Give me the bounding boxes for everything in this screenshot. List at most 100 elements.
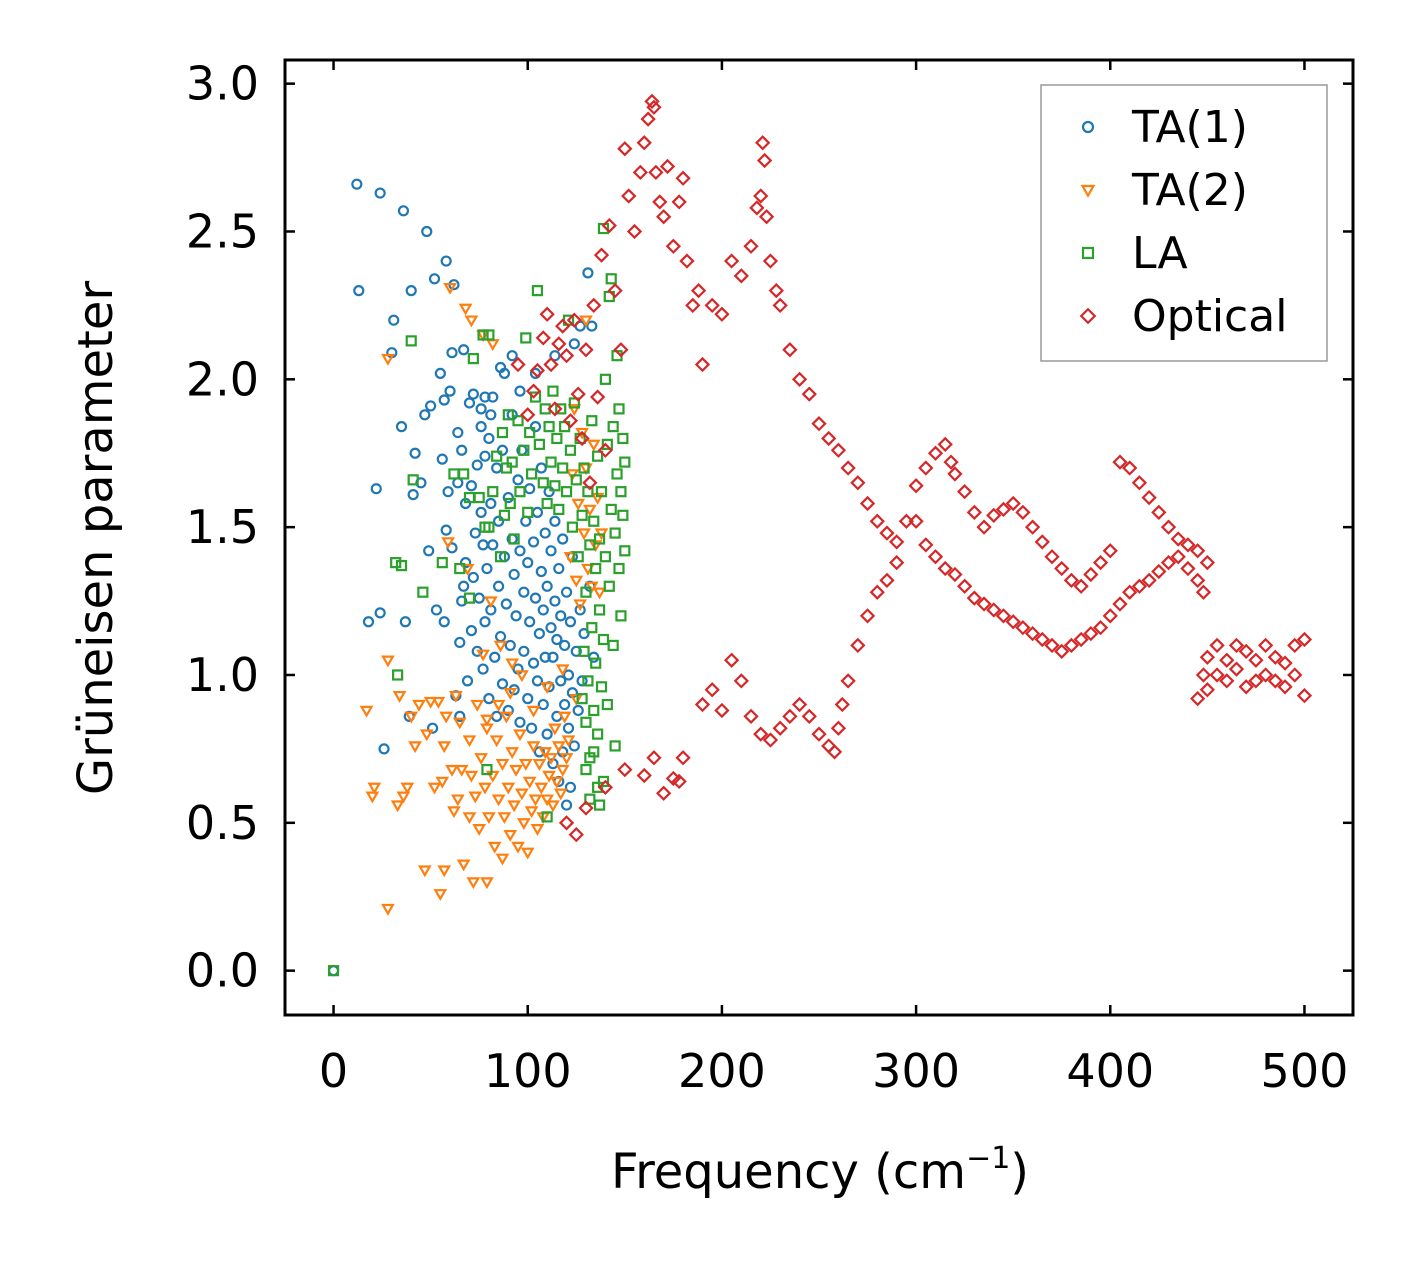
x-tick-label: 400 (1066, 1044, 1154, 1098)
data-point (749, 200, 765, 216)
data-point (762, 253, 779, 269)
data-point (537, 698, 549, 711)
data-point (553, 562, 565, 575)
data-point (407, 474, 419, 486)
data-point (801, 386, 817, 402)
data-point (559, 753, 574, 765)
data-point (464, 315, 479, 328)
data-point (1034, 534, 1050, 550)
x-tick-label: 0 (319, 1044, 348, 1098)
data-point (543, 486, 555, 498)
data-point (537, 477, 549, 489)
data-point (599, 551, 612, 563)
data-point (1238, 643, 1254, 659)
data-point (535, 565, 547, 578)
data-point (1151, 563, 1167, 580)
series-la (327, 222, 631, 977)
data-point (443, 282, 457, 295)
data-point (437, 865, 452, 878)
data-point (541, 728, 553, 740)
data-point (586, 622, 598, 634)
data-point (526, 741, 541, 754)
data-point (830, 720, 847, 736)
data-point (526, 705, 541, 718)
data-point (1141, 489, 1157, 506)
legend-label: TA(2) (1131, 165, 1248, 216)
data-point (644, 93, 660, 110)
data-point (1257, 637, 1274, 654)
data-point (539, 306, 555, 322)
data-point (588, 704, 600, 717)
data-point (573, 599, 588, 612)
data-point (359, 705, 374, 718)
data-point (756, 152, 773, 169)
data-point (483, 693, 495, 705)
data-point (475, 403, 487, 415)
data-point (477, 663, 489, 675)
data-point (544, 753, 558, 765)
data-point (529, 362, 546, 379)
data-point (753, 188, 769, 204)
data-point (564, 616, 577, 628)
data-point (487, 539, 499, 551)
data-point (908, 513, 924, 529)
series-ta-2 (359, 282, 609, 916)
data-point (518, 645, 530, 657)
data-point (564, 781, 577, 793)
data-point (957, 484, 973, 500)
data-point (671, 194, 687, 210)
data-point (512, 474, 524, 486)
data-point (531, 675, 544, 687)
data-point (526, 722, 538, 734)
data-point (578, 645, 590, 657)
series-optical (510, 93, 1313, 843)
data-point (498, 509, 511, 521)
data-point (381, 655, 395, 668)
data-point (621, 188, 637, 204)
data-point (1005, 495, 1021, 512)
data-point (463, 592, 476, 604)
data-point (617, 141, 633, 157)
data-point (442, 486, 454, 498)
data-point (458, 468, 470, 480)
data-point (1102, 543, 1118, 559)
data-point (859, 495, 876, 512)
data-point (480, 723, 494, 736)
data-point (617, 761, 633, 778)
x-tick-label: 500 (1261, 1044, 1349, 1098)
legend-label: TA(1) (1131, 102, 1248, 153)
data-point (527, 657, 540, 669)
data-point (493, 515, 505, 527)
data-point (426, 722, 439, 734)
data-point (480, 714, 494, 727)
data-point (690, 282, 707, 299)
data-point (538, 747, 553, 760)
data-point (1180, 537, 1196, 553)
data-point (557, 462, 569, 474)
data-point (493, 640, 508, 653)
data-point (549, 515, 561, 527)
data-point (1267, 673, 1283, 689)
data-point (495, 758, 510, 771)
data-point (475, 421, 487, 433)
data-point (439, 711, 454, 724)
data-point (1180, 560, 1196, 577)
data-point (450, 794, 465, 807)
data-point (753, 726, 769, 742)
data-point (619, 545, 631, 557)
data-point (557, 711, 572, 724)
data-point (543, 356, 559, 373)
data-point (381, 353, 395, 366)
data-point (444, 385, 456, 397)
data-point (496, 444, 509, 456)
data-point (595, 486, 608, 498)
data-point (656, 785, 672, 801)
data-point (408, 741, 422, 754)
data-point (1015, 620, 1031, 636)
data-point (440, 524, 452, 536)
data-point (433, 889, 448, 901)
data-point (468, 791, 483, 804)
data-point (879, 525, 895, 541)
data-point (507, 800, 521, 813)
data-point (1044, 637, 1060, 654)
